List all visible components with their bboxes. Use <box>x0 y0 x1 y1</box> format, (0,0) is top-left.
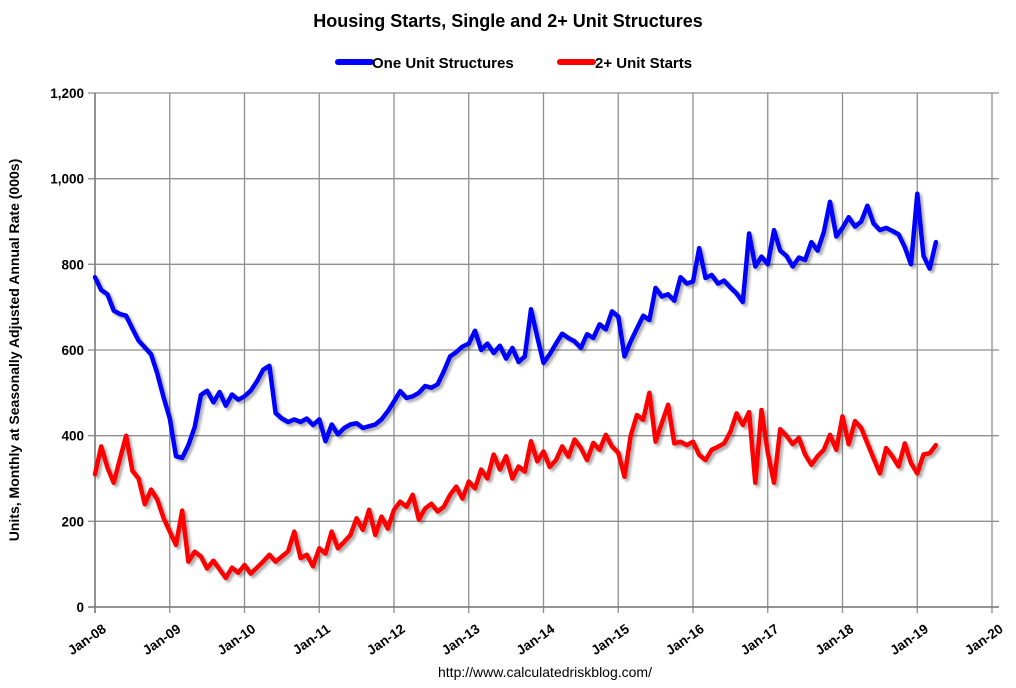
series-line-2-unit-starts <box>92 390 939 581</box>
y-tick-label-1000: 1,000 <box>50 172 84 187</box>
x-tick-label-Jan-17: Jan-17 <box>738 621 782 658</box>
y-tick-label-600: 600 <box>61 343 84 358</box>
x-tick-label-Jan-19: Jan-19 <box>887 621 931 658</box>
x-tick-label-Jan-11: Jan-11 <box>290 621 333 658</box>
x-tick-label-Jan-15: Jan-15 <box>588 621 632 658</box>
gridlines <box>88 92 999 613</box>
x-tick-label-Jan-18: Jan-18 <box>813 621 857 658</box>
x-tick-label-Jan-10: Jan-10 <box>215 621 259 658</box>
series-lines <box>92 191 939 581</box>
y-tick-label-1200: 1,200 <box>50 86 84 101</box>
series-line-one-unit-structures <box>92 191 939 461</box>
x-tick-label-Jan-20: Jan-20 <box>962 621 1006 658</box>
x-tick-label-Jan-12: Jan-12 <box>364 621 408 658</box>
x-tick-label-Jan-09: Jan-09 <box>140 621 184 658</box>
x-tick-labels: Jan-08 Jan-09 Jan-10 Jan-11 Jan-12 Jan-13 Jan-… <box>65 621 1006 658</box>
legend: One Unit Structures 2+ Unit Starts <box>335 55 692 72</box>
y-tick-label-0: 0 <box>76 600 84 615</box>
legend-label-2plus-unit-starts: 2+ Unit Starts <box>595 55 692 72</box>
x-tick-label-Jan-14: Jan-14 <box>514 621 558 658</box>
footer-url: http://www.calculatedriskblog.com/ <box>438 664 652 680</box>
x-tick-label-Jan-08: Jan-08 <box>65 621 109 658</box>
legend-label-one-unit-structures: One Unit Structures <box>372 55 514 72</box>
page-title: Housing Starts, Single and 2+ Unit Struc… <box>313 11 703 31</box>
y-tick-labels: 0 200 400 600 800 1,000 1,200 <box>50 86 84 615</box>
y-tick-label-400: 400 <box>61 429 84 444</box>
y-axis-title: Units, Monthly at Seasonally Adjusted An… <box>6 159 22 541</box>
x-tick-label-Jan-13: Jan-13 <box>439 621 483 658</box>
x-tick-label-Jan-16: Jan-16 <box>663 621 707 658</box>
y-tick-label-200: 200 <box>61 514 84 529</box>
y-tick-label-800: 800 <box>61 257 84 272</box>
